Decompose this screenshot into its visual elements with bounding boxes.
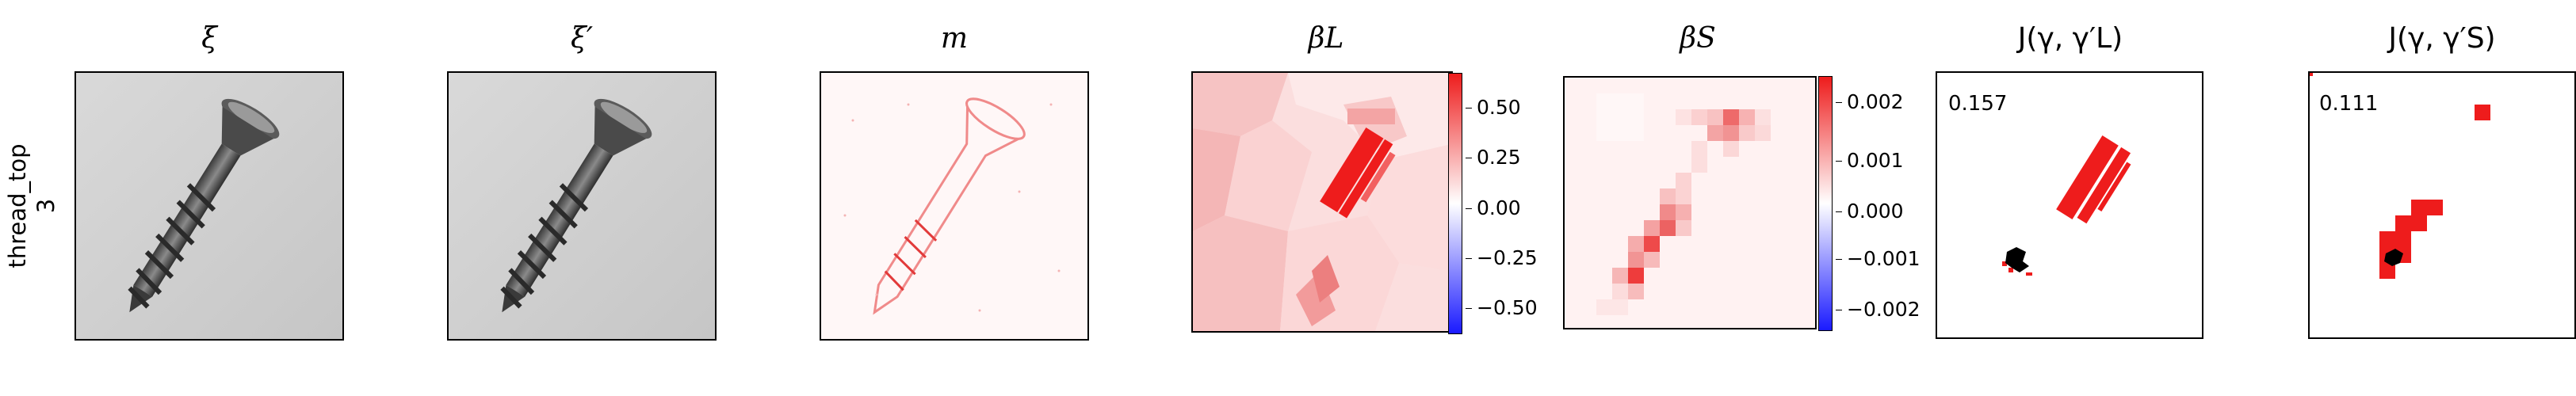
row-label-class: thread_top (4, 143, 31, 268)
colorbar-beta-s-tick: 0.001 (1836, 149, 1904, 172)
colorbar-beta-s-tick: −0.001 (1836, 247, 1921, 270)
colorbar-beta-s-tick: 0.002 (1836, 90, 1904, 113)
screw-image-perturbed (449, 73, 715, 339)
panel-title-jaccard-s: J(γ, γ′S) (2388, 22, 2496, 55)
panel-xi-prime: ξ′ (447, 0, 717, 396)
colorbar-beta-s-tick: −0.002 (1836, 298, 1921, 321)
screw-image-original (76, 73, 342, 339)
mask-map (821, 73, 1087, 339)
image-beta-s (1563, 76, 1817, 329)
image-xi (75, 71, 344, 341)
panel-beta-l: βL 0.50 0.25 0.00 −0.25 −0.50 (1191, 0, 1538, 396)
image-jaccard-l (1936, 71, 2203, 339)
image-beta-l (1191, 71, 1453, 333)
image-xi-prime (447, 71, 717, 341)
image-mask (820, 71, 1089, 341)
beta-l-heatmap (1193, 73, 1451, 331)
panel-title-xi: ξ (201, 22, 217, 55)
colorbar-beta-l-tick: 0.00 (1466, 196, 1521, 219)
panel-title-beta-l: βL (1308, 22, 1344, 55)
jaccard-s-map (2310, 73, 2574, 337)
panel-title-xi-prime: ξ′ (570, 22, 593, 55)
beta-s-heatmap (1565, 78, 1815, 328)
row-label-text: thread_top 3 (3, 143, 60, 268)
jaccard-l-map (1937, 73, 2202, 337)
jaccard-l-value: 0.157 (1948, 92, 2008, 116)
colorbar-beta-s (1818, 76, 1833, 331)
panel-jaccard-l: J(γ, γ′L) 0.157 (1936, 0, 2205, 396)
panel-m: m (820, 0, 1089, 396)
colorbar-beta-l-tick: 0.25 (1466, 146, 1521, 169)
panel-title-m: m (940, 22, 969, 55)
panel-jaccard-s: J(γ, γ′S) 0.111 (2308, 0, 2576, 396)
colorbar-beta-l-tick: −0.50 (1466, 296, 1538, 319)
colorbar-beta-l-tick: −0.25 (1466, 246, 1538, 269)
colorbar-beta-l-tick: 0.50 (1466, 96, 1521, 119)
row-label: thread_top 3 (0, 0, 63, 396)
colorbar-beta-s-tick: 0.000 (1836, 200, 1904, 223)
panel-title-beta-s: βS (1680, 22, 1716, 55)
colorbar-beta-l (1448, 73, 1462, 334)
panel-beta-s: βS (1563, 0, 1921, 396)
image-jaccard-s (2308, 71, 2576, 339)
row-label-index: 3 (32, 198, 59, 214)
jaccard-s-value: 0.111 (2319, 92, 2379, 116)
panel-title-jaccard-l: J(γ, γ′L) (2017, 22, 2123, 55)
panel-xi: ξ (75, 0, 344, 396)
